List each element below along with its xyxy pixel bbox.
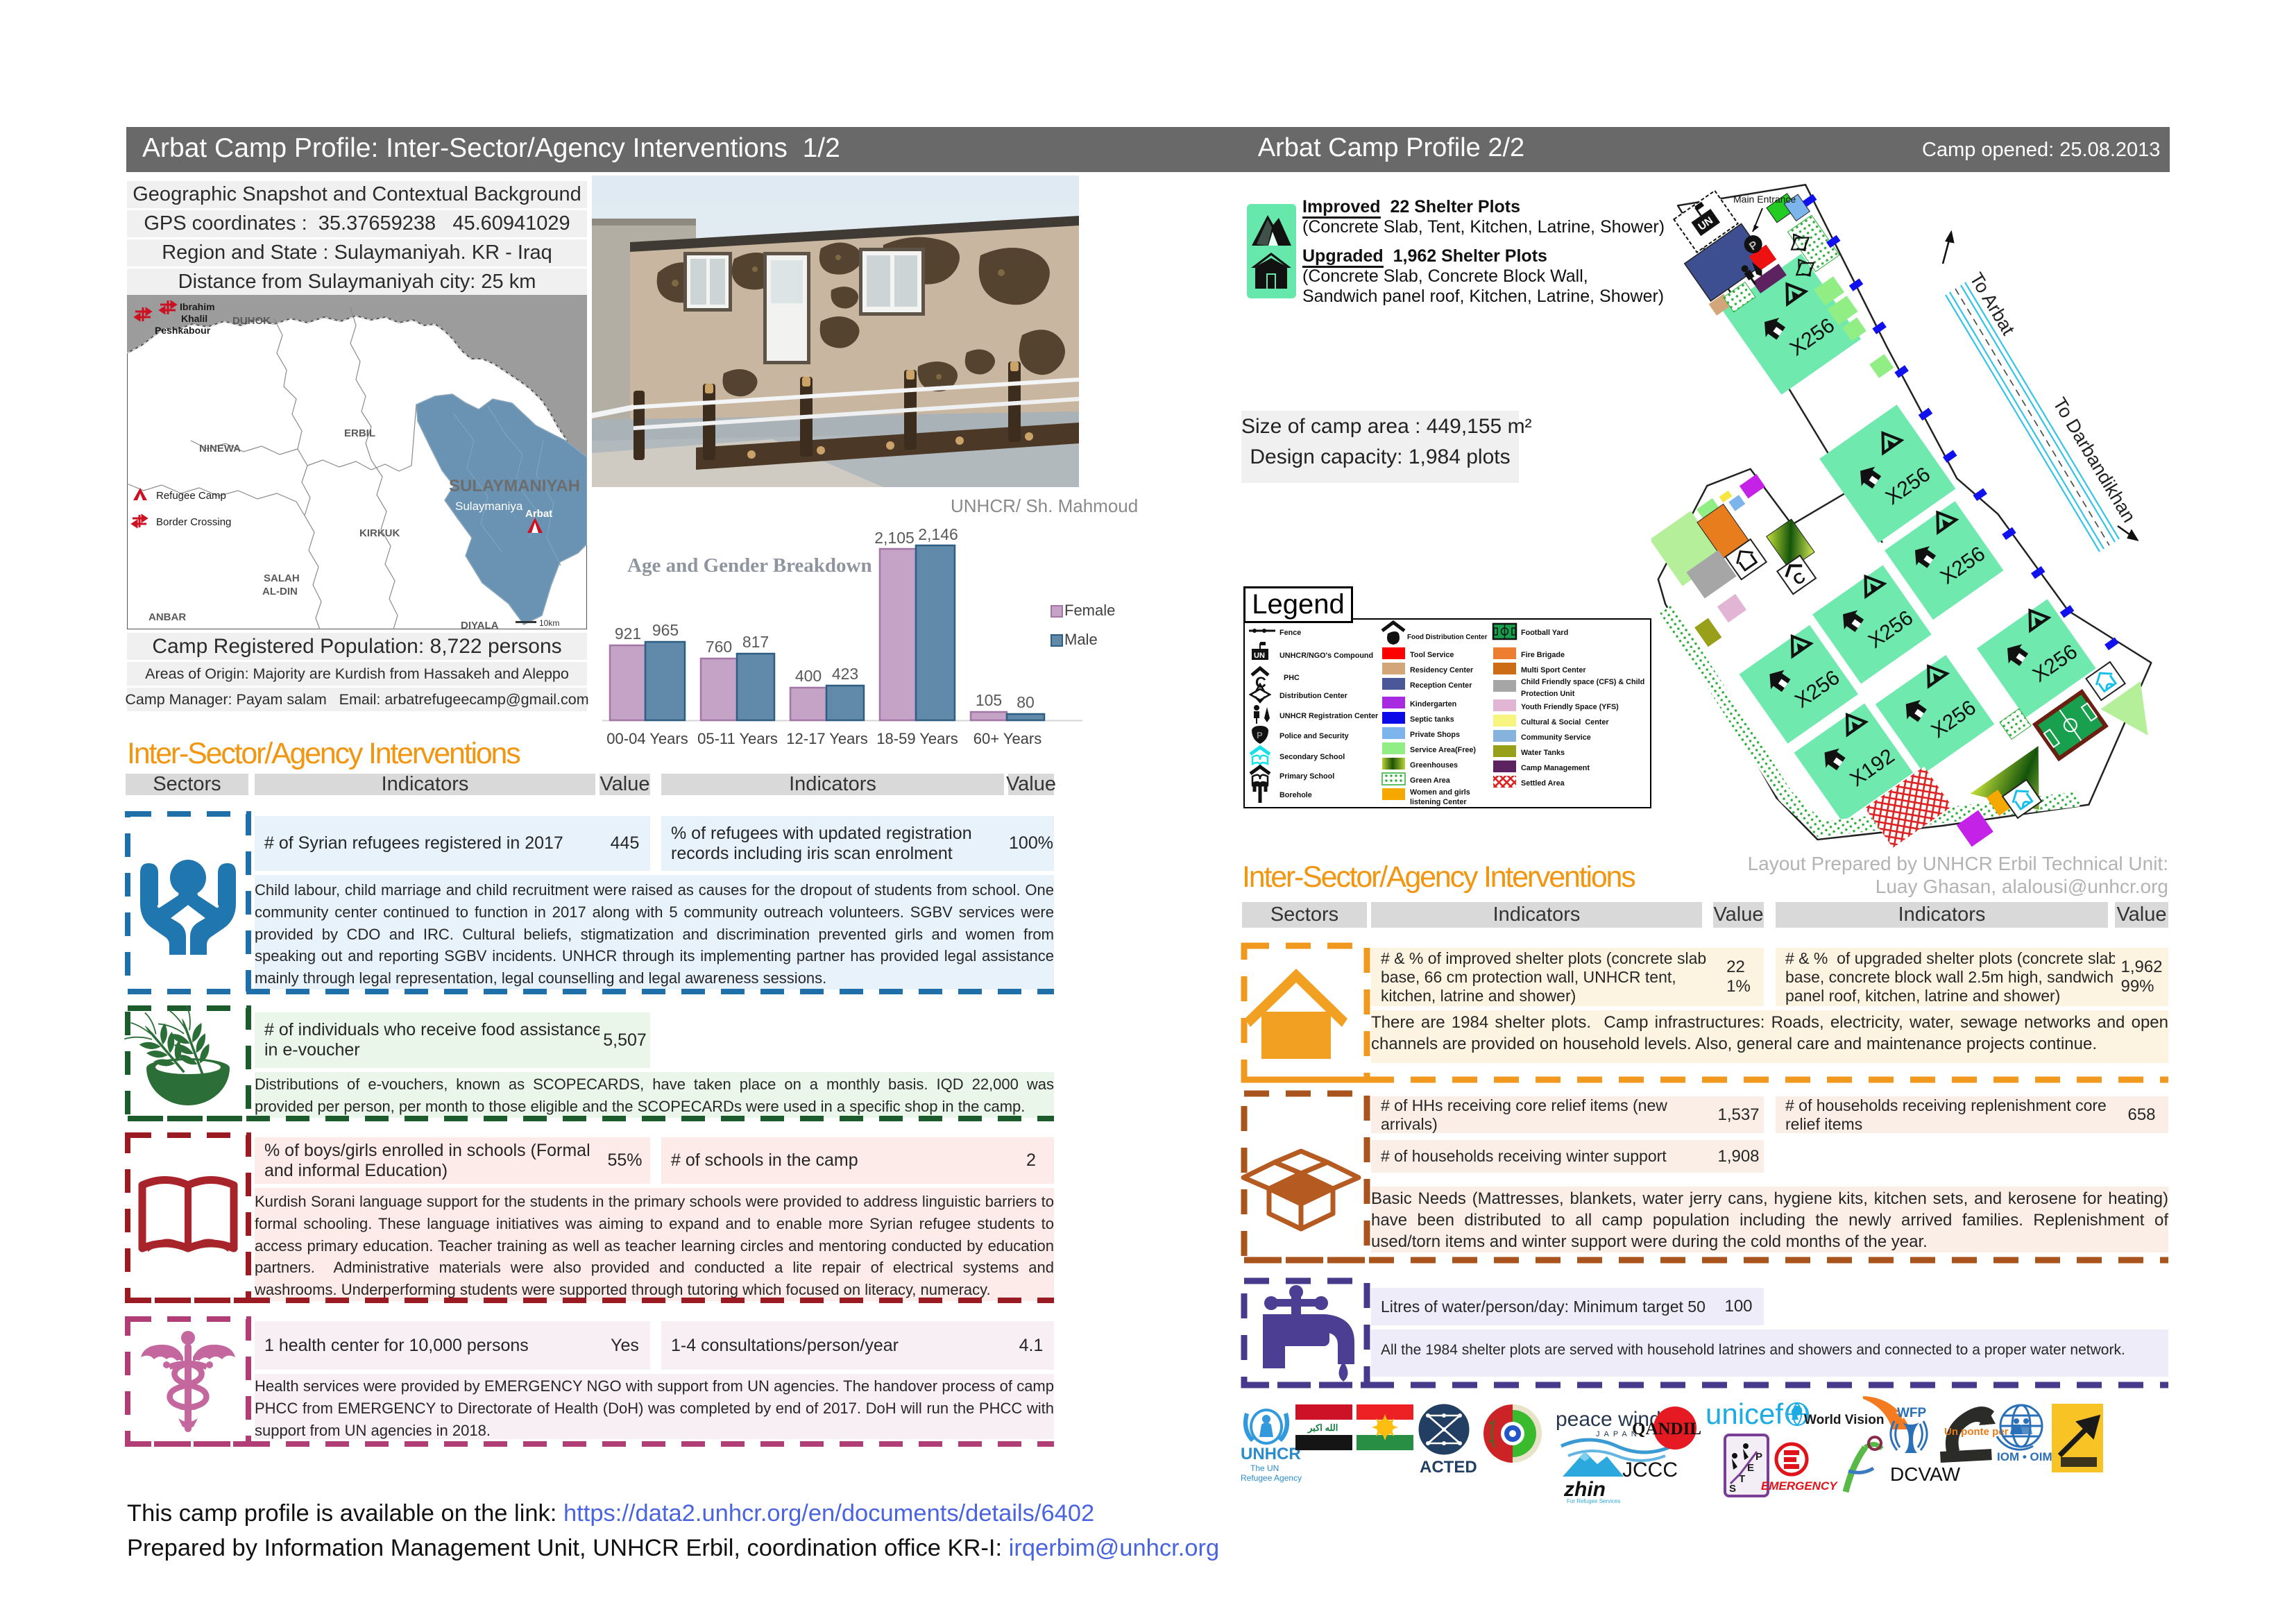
svg-text:The UN: The UN xyxy=(1250,1463,1279,1473)
svg-text:Community Service: Community Service xyxy=(1521,733,1591,742)
svg-text:Un ponte per: Un ponte per xyxy=(1944,1426,2009,1438)
svg-text:S: S xyxy=(1729,1483,1736,1495)
svg-text:SULAYMANIYAH: SULAYMANIYAH xyxy=(449,477,580,495)
svg-text:Green Area: Green Area xyxy=(1410,776,1451,785)
svg-text:Ibrahim: Ibrahim xyxy=(180,301,215,312)
svg-text:الله اكبر: الله اكبر xyxy=(1307,1422,1338,1434)
svg-text:JCCC: JCCC xyxy=(1622,1459,1678,1481)
svg-text:ACTED: ACTED xyxy=(1420,1458,1477,1477)
svg-text:Secondary School: Secondary School xyxy=(1279,753,1345,761)
svg-text:Female: Female xyxy=(1064,602,1115,619)
svg-text:Tool Service: Tool Service xyxy=(1410,651,1454,659)
svg-text:QANDIL: QANDIL xyxy=(1632,1420,1701,1438)
svg-text:Residency Center: Residency Center xyxy=(1410,666,1474,674)
svg-text:Refugee Camp: Refugee Camp xyxy=(156,490,226,502)
svg-text:UN: UN xyxy=(1254,652,1265,660)
svg-text:KIRKUK: KIRKUK xyxy=(359,527,400,539)
svg-text:Police and Security: Police and Security xyxy=(1279,732,1349,740)
svg-text:EMERGENCY: EMERGENCY xyxy=(1761,1479,1838,1493)
svg-text:Refugee Agency: Refugee Agency xyxy=(1241,1473,1302,1483)
svg-text:P: P xyxy=(1257,730,1263,740)
svg-text:12-17 Years: 12-17 Years xyxy=(786,730,867,747)
svg-text:Sulaymaniya: Sulaymaniya xyxy=(455,500,523,513)
svg-text:zhin: zhin xyxy=(1563,1478,1606,1501)
svg-text:peace winds: peace winds xyxy=(1556,1408,1672,1431)
svg-text:PHC: PHC xyxy=(1284,674,1300,682)
svg-text:DIYALA: DIYALA xyxy=(461,620,499,629)
svg-text:817: 817 xyxy=(742,633,769,651)
svg-text:Football Yard: Football Yard xyxy=(1521,629,1568,637)
svg-text:80: 80 xyxy=(1017,693,1035,711)
svg-text:P: P xyxy=(1755,1451,1762,1463)
svg-text:Septic tanks: Septic tanks xyxy=(1410,715,1454,724)
svg-text:Food Distribution Center: Food Distribution Center xyxy=(1407,634,1488,641)
svg-text:18-59 Years: 18-59 Years xyxy=(876,730,958,747)
svg-text:IOM • OIM: IOM • OIM xyxy=(1997,1450,2052,1463)
svg-text:921: 921 xyxy=(615,624,641,643)
svg-text:Service Area(Free): Service Area(Free) xyxy=(1410,746,1476,754)
svg-text:2,105: 2,105 xyxy=(874,529,915,547)
svg-text:UNHCR: UNHCR xyxy=(1241,1445,1301,1463)
svg-text:760: 760 xyxy=(706,638,732,656)
svg-text:Women and girls: Women and girls xyxy=(1410,788,1470,797)
svg-text:60+ Years: 60+ Years xyxy=(973,730,1041,747)
svg-text:00-04 Years: 00-04 Years xyxy=(606,730,688,747)
svg-text:DUHOK: DUHOK xyxy=(232,315,271,327)
svg-text:Borehole: Borehole xyxy=(1279,791,1312,799)
svg-text:AL-DIN: AL-DIN xyxy=(262,586,298,597)
svg-text:Multi Sport Center: Multi Sport Center xyxy=(1521,666,1586,674)
svg-text:Reception Center: Reception Center xyxy=(1410,681,1472,690)
svg-text:Fire Brigade: Fire Brigade xyxy=(1521,651,1565,659)
svg-text:Arbat: Arbat xyxy=(525,508,552,520)
svg-text:Greenhouses: Greenhouses xyxy=(1410,761,1458,770)
svg-text:ERBIL: ERBIL xyxy=(344,427,375,439)
svg-text:Child Friendly space (CFS) & C: Child Friendly space (CFS) & Child xyxy=(1521,678,1644,686)
svg-text:Border Crossing: Border Crossing xyxy=(156,516,231,528)
svg-text:Male: Male xyxy=(1064,631,1098,648)
svg-text:Private Shops: Private Shops xyxy=(1410,731,1460,739)
svg-text:10km: 10km xyxy=(539,618,559,628)
svg-text:Kindergarten: Kindergarten xyxy=(1410,700,1456,708)
svg-text:ANBAR: ANBAR xyxy=(148,611,186,623)
svg-text:Fence: Fence xyxy=(1279,629,1301,637)
svg-text:UNHCR/NGO's Compound: UNHCR/NGO's Compound xyxy=(1279,652,1373,660)
svg-text:Cultural & Social Center: Cultural & Social Center xyxy=(1521,718,1609,726)
svg-text:105: 105 xyxy=(976,691,1002,709)
svg-text:965: 965 xyxy=(652,621,679,639)
svg-text:Protection Unit: Protection Unit xyxy=(1521,690,1575,698)
svg-text:Camp Management: Camp Management xyxy=(1521,764,1590,772)
svg-text:Distribution Center: Distribution Center xyxy=(1279,692,1348,700)
svg-text:unicef: unicef xyxy=(1706,1397,1783,1430)
svg-text:2,146: 2,146 xyxy=(918,526,958,543)
svg-text:Peshkabour: Peshkabour xyxy=(155,325,211,336)
svg-text:T: T xyxy=(1739,1473,1745,1485)
svg-text:423: 423 xyxy=(832,665,858,683)
svg-text:UNHCR Registration Center: UNHCR Registration Center xyxy=(1279,712,1379,720)
svg-text:listening Center: listening Center xyxy=(1410,798,1467,806)
svg-text:Main Entrance: Main Entrance xyxy=(1733,194,1796,205)
svg-text:NINEWA: NINEWA xyxy=(199,443,241,454)
svg-text:E: E xyxy=(1747,1462,1754,1474)
svg-text:Settled Area: Settled Area xyxy=(1521,779,1565,788)
svg-text:DCVAW: DCVAW xyxy=(1890,1463,1961,1485)
svg-text:Primary School: Primary School xyxy=(1279,772,1334,781)
svg-text:SALAH: SALAH xyxy=(264,572,300,584)
svg-text:05-11 Years: 05-11 Years xyxy=(697,730,778,747)
svg-text:JAPAN: JAPAN xyxy=(1596,1430,1641,1438)
svg-text:Age and Gender Breakdown: Age and Gender Breakdown xyxy=(627,554,872,577)
svg-text:WFP: WFP xyxy=(1897,1406,1927,1420)
svg-text:400: 400 xyxy=(795,667,822,685)
svg-text:Water Tanks: Water Tanks xyxy=(1521,749,1565,757)
svg-text:Youth Friendly Space (YFS): Youth Friendly Space (YFS) xyxy=(1521,703,1619,711)
svg-text:World Vision: World Vision xyxy=(1804,1413,1884,1427)
svg-text:Khalil: Khalil xyxy=(181,313,207,324)
svg-text:For Refugee Services: For Refugee Services xyxy=(1567,1498,1620,1504)
